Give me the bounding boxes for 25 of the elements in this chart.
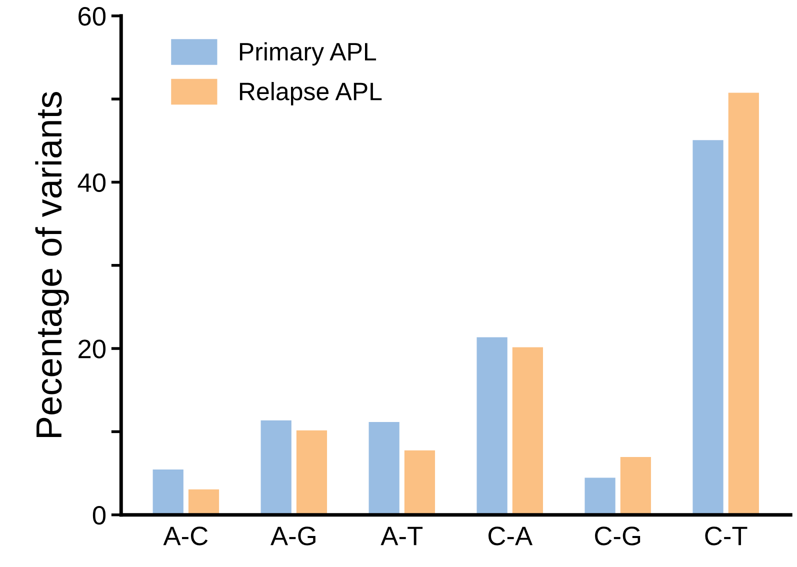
bar [512,346,544,515]
legend-label: Primary APL [240,42,376,66]
bar [728,92,760,515]
bar [692,139,724,515]
y-tick-label: 60 [78,7,106,26]
bar [368,421,400,515]
bar [584,477,616,515]
bar [476,336,508,515]
bar [260,420,292,515]
y-tick-label: 0 [92,506,106,525]
y-axis-title: Pecentage of variants [35,92,69,438]
x-tick-label: A-G [270,526,316,546]
bar [620,456,652,515]
y-tick-label: 20 [78,340,106,358]
bar [152,468,184,515]
x-tick-label: A-T [380,526,423,546]
bar [404,450,436,515]
x-tick-label: C-T [705,526,748,546]
bar [188,488,220,515]
y-tick-label: 40 [78,173,106,192]
x-tick-label: A-C [163,526,208,546]
x-tick-label: C-G [595,526,640,546]
x-tick-label: C-A [488,526,533,546]
legend-label: Relapse APL [240,82,382,106]
bar [296,430,328,515]
